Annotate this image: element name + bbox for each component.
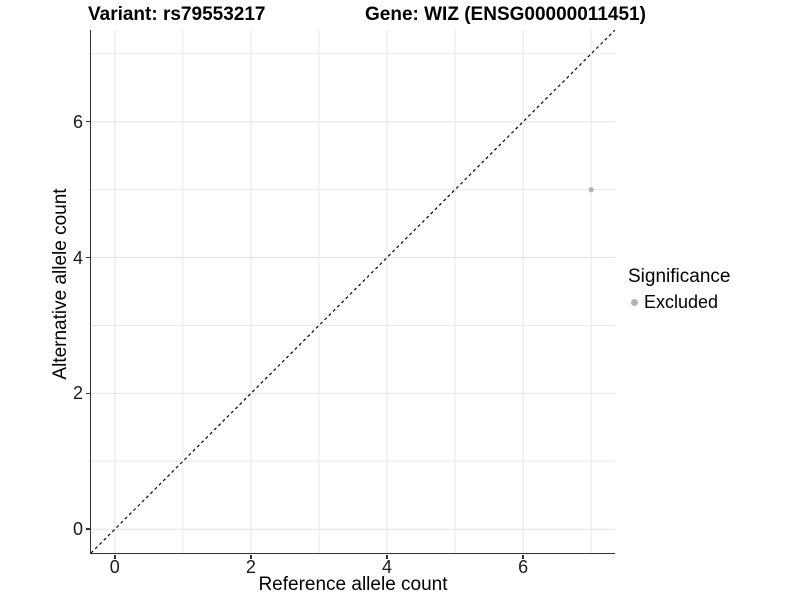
x-tick-label: 2 xyxy=(245,557,256,577)
x-tick-label: 4 xyxy=(382,557,393,577)
plot-canvas xyxy=(90,30,615,553)
y-tick-mark xyxy=(85,392,90,395)
legend-marker-dot-icon xyxy=(631,298,638,306)
legend: Significance Excluded xyxy=(628,265,730,313)
y-tick-label: 6 xyxy=(72,111,83,132)
plot-panel xyxy=(89,30,615,554)
y-tick-label: 4 xyxy=(72,247,83,268)
y-tick-mark xyxy=(85,120,90,123)
y-tick-mark xyxy=(85,256,90,259)
plot-title-gene: Gene: WIZ (ENSG00000011451) xyxy=(365,4,646,25)
legend-item-label: Excluded xyxy=(644,292,719,312)
x-tick-mark xyxy=(386,554,388,559)
x-tick-label: 6 xyxy=(518,557,529,577)
x-tick-mark xyxy=(250,554,252,559)
x-axis-title: Reference allele count xyxy=(258,574,448,595)
x-tick-label: 0 xyxy=(109,557,120,577)
identity-line xyxy=(90,30,615,553)
data-point xyxy=(588,187,594,193)
legend-title: Significance xyxy=(628,266,731,287)
plot-title-variant: Variant: rs79553217 xyxy=(88,4,266,25)
y-tick-mark xyxy=(85,528,90,530)
y-tick-label: 2 xyxy=(72,383,83,404)
x-tick-mark xyxy=(522,554,524,559)
legend-item-excluded: Excluded xyxy=(628,291,730,313)
x-tick-mark xyxy=(114,554,116,559)
y-tick-label: 0 xyxy=(72,519,83,540)
